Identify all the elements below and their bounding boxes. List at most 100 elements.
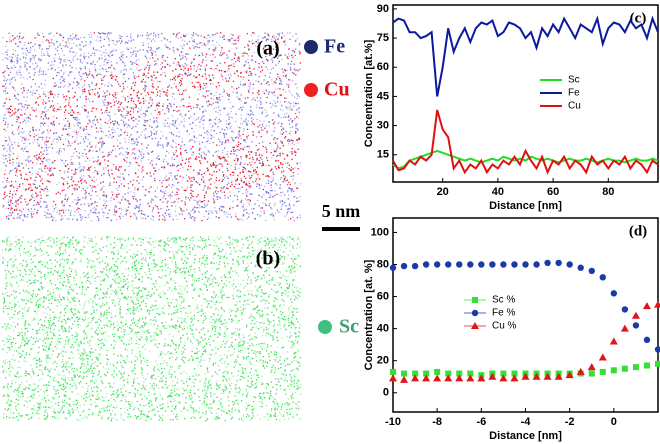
atom — [246, 212, 247, 213]
atom — [253, 114, 254, 115]
atom — [82, 62, 83, 63]
atom — [151, 198, 152, 199]
atom — [116, 219, 117, 220]
atom — [128, 111, 129, 112]
atom — [98, 220, 99, 221]
atom-maps — [2, 32, 301, 421]
atom — [80, 204, 81, 205]
atom — [262, 124, 263, 125]
atom — [10, 116, 11, 117]
atom — [172, 139, 173, 140]
atom — [92, 203, 93, 204]
atom — [134, 75, 135, 76]
atom — [187, 187, 188, 188]
atom — [203, 95, 204, 96]
atom — [215, 165, 216, 166]
atom — [129, 139, 130, 140]
atom — [197, 207, 198, 208]
atom — [257, 150, 258, 151]
atom — [176, 166, 177, 167]
atom — [34, 68, 35, 69]
atom — [158, 112, 159, 113]
atom — [36, 204, 37, 205]
atom — [220, 190, 221, 191]
atom — [192, 41, 193, 42]
atom — [151, 202, 152, 203]
atom — [12, 35, 13, 36]
atom — [9, 157, 10, 158]
atom — [5, 102, 6, 103]
atom — [163, 60, 164, 61]
atom — [40, 176, 41, 177]
atom — [206, 54, 207, 55]
atom — [49, 137, 50, 138]
atom — [131, 107, 132, 108]
atom — [50, 130, 51, 131]
atom — [47, 191, 48, 192]
atom — [143, 125, 144, 126]
atom — [75, 55, 76, 56]
atom — [289, 124, 290, 125]
atom — [113, 182, 114, 183]
atom — [298, 149, 299, 150]
atom — [51, 105, 52, 106]
atom — [78, 131, 79, 132]
atom — [235, 53, 236, 54]
atom — [12, 114, 13, 115]
atom — [61, 48, 62, 49]
atom — [39, 71, 40, 72]
atom — [122, 148, 123, 149]
atom — [114, 124, 115, 125]
atom — [236, 137, 237, 138]
atom — [196, 104, 197, 105]
atom — [84, 105, 85, 106]
atom — [206, 65, 207, 66]
atom — [130, 94, 131, 95]
atom — [125, 115, 126, 116]
atom — [116, 62, 117, 63]
atom — [137, 176, 138, 177]
atom — [247, 146, 248, 147]
atom — [113, 214, 114, 215]
atom — [5, 140, 6, 141]
atom — [21, 83, 22, 84]
atom — [41, 147, 42, 148]
atom — [23, 167, 24, 168]
atom — [136, 217, 137, 218]
atom — [3, 187, 4, 188]
atom — [175, 120, 176, 121]
atom — [273, 81, 274, 82]
atom — [248, 80, 249, 81]
atom — [288, 84, 289, 85]
atom — [88, 167, 89, 168]
atom — [133, 111, 134, 112]
atom — [249, 147, 250, 148]
atom — [164, 216, 165, 217]
atom — [61, 61, 62, 62]
atom — [89, 150, 90, 151]
atom — [208, 210, 209, 211]
atom — [277, 74, 278, 75]
atom — [209, 77, 210, 78]
atom — [228, 197, 229, 198]
atom — [162, 197, 163, 198]
atom — [34, 139, 35, 140]
atom — [73, 153, 74, 154]
atom — [45, 96, 46, 97]
atom — [285, 106, 286, 107]
atom — [243, 79, 244, 80]
atom — [112, 51, 113, 52]
atom — [175, 211, 176, 212]
atom — [190, 116, 191, 117]
atom — [221, 50, 222, 51]
atom — [107, 105, 108, 106]
atom — [194, 207, 195, 208]
atom — [54, 86, 55, 87]
atom — [136, 207, 137, 208]
atom — [21, 198, 22, 199]
atom — [138, 183, 139, 184]
atom — [209, 188, 210, 189]
atom — [207, 105, 208, 106]
atom — [195, 120, 196, 121]
atom — [173, 93, 174, 94]
